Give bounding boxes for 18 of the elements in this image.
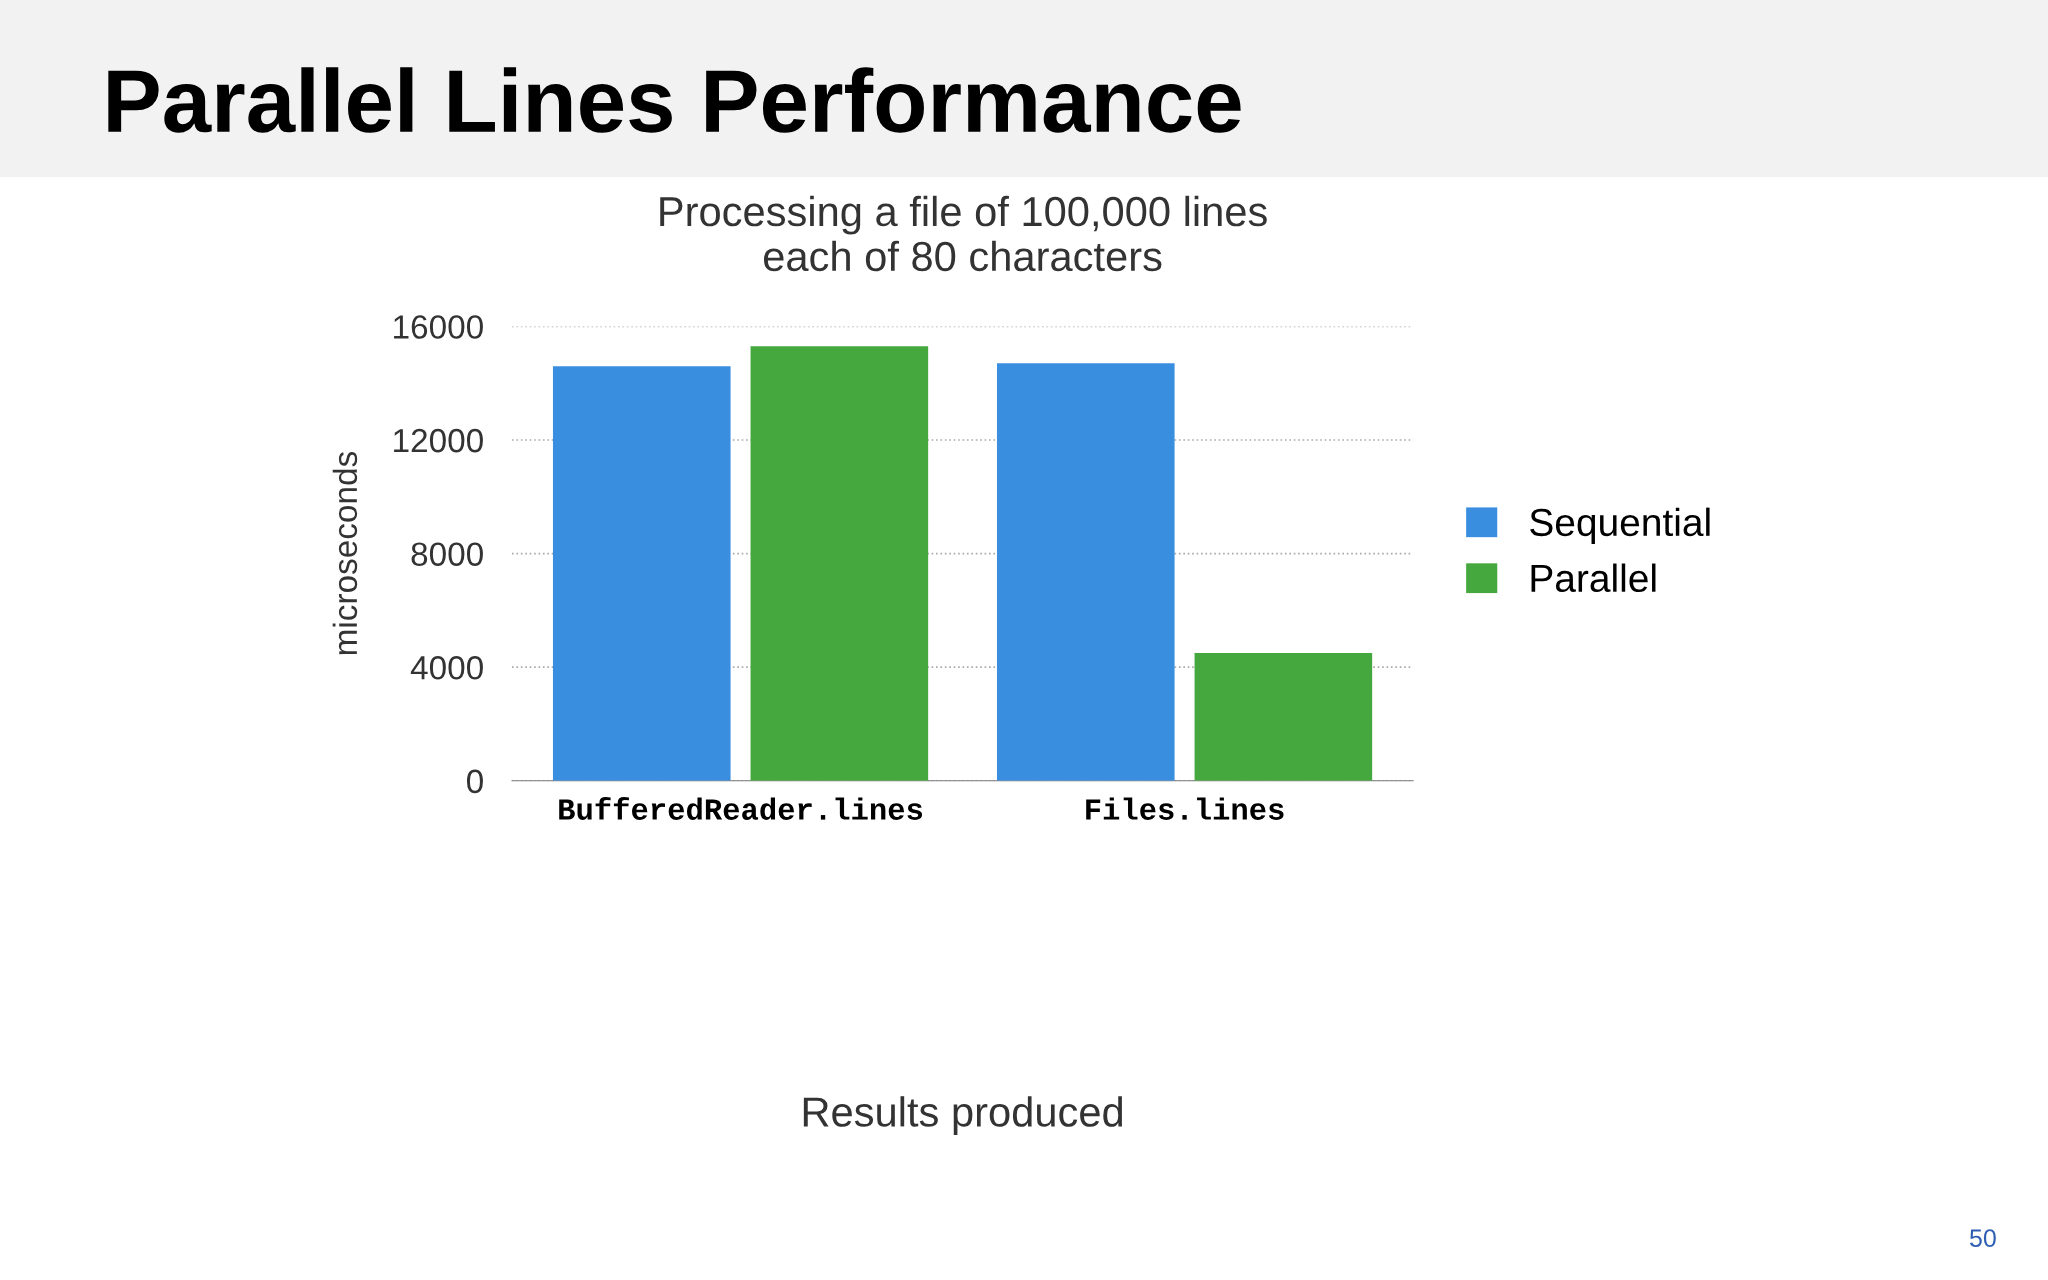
bar <box>996 363 1175 781</box>
y-tick-label: 4000 <box>410 656 483 680</box>
chart-subtitle: Processing a file of 100,000 lines each of 80 characters <box>660 195 1267 272</box>
chart-title: Parallel Lines Performance <box>108 67 1241 133</box>
y-tick-label: 16000 <box>394 315 483 339</box>
x-tick-label: BufferedReader.lines <box>559 797 923 820</box>
bar <box>750 346 929 781</box>
bar <box>1194 653 1373 781</box>
y-tick-label: 0 <box>466 769 483 794</box>
text: 50 <box>1970 1229 1996 1247</box>
x-tick-label: Files.lines <box>1086 797 1284 820</box>
bar <box>552 366 731 781</box>
y-axis-title: microseconds <box>332 451 358 655</box>
y-tick-label: 12000 <box>394 428 483 453</box>
y-tick-label: 8000 <box>411 542 483 567</box>
legend-label: Sequential <box>1530 507 1710 544</box>
text: Results produced <box>803 1096 1123 1136</box>
legend-label: Parallel <box>1531 563 1656 593</box>
